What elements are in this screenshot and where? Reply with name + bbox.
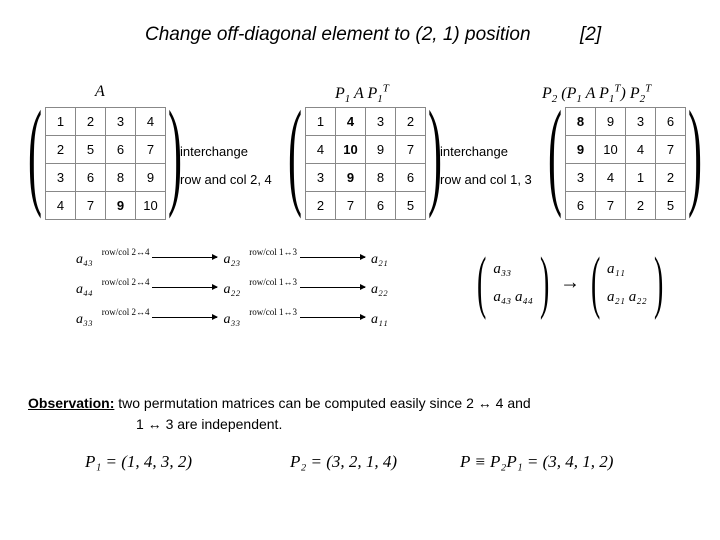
matrix-cell: 4 [626,136,656,164]
matrix-cell: 2 [626,192,656,220]
matrix-cell: 2 [656,164,686,192]
matrix-cell: 3 [46,164,76,192]
matrix-cell: 7 [136,136,166,164]
map-right-left-top: a₃₃ [493,255,533,283]
annot-interchange-2b: row and col 1, 3 [440,172,532,187]
paren-right-c: ) [688,98,702,208]
matrix-cell: 9 [596,108,626,136]
mapping-row: a₄₃row/col 2↔4a₂₃row/col 1↔3a₂₁ [70,245,450,275]
matrix-cell: 6 [106,136,136,164]
label-lambda: A [95,83,105,101]
paren-left-b: ( [288,98,302,208]
mapping-row: a₄₄row/col 2↔4a₂₂row/col 1↔3a₂₂ [70,275,450,305]
matrix-cell: 2 [46,136,76,164]
matrix-cell: 3 [626,108,656,136]
map-right-right-bot: a₂₁ a₂₂ [607,283,647,311]
matrix-a: 12342567368947910 [45,107,166,220]
matrix-cell: 2 [306,192,336,220]
matrix-cell: 6 [656,108,686,136]
annot-interchange-1a: interchange [180,144,248,159]
page-title: Change off-diagonal element to (2, 1) po… [145,24,531,46]
matrix-cell: 8 [366,164,396,192]
perm-p2: P₂ = (3, 2, 1, 4) [290,452,397,472]
matrix-cell: 2 [396,108,426,136]
matrix-cell: 6 [566,192,596,220]
matrix-cell: 9 [336,164,366,192]
matrix-cell: 7 [656,136,686,164]
matrix-cell: 5 [656,192,686,220]
map-right-right-top: a₁₁ [607,255,647,283]
matrix-cell: 5 [396,192,426,220]
matrix-cell: 2 [76,108,106,136]
matrix-cell: 7 [396,136,426,164]
paren-left-c: ( [548,98,562,208]
perm-p3: P ≡ P₂P₁ = (3, 4, 1, 2) [460,452,613,472]
matrix-cell: 4 [596,164,626,192]
mapping-area: a₄₃row/col 2↔4a₂₃row/col 1↔3a₂₁a₄₄row/co… [70,245,450,335]
matrix-cell: 4 [136,108,166,136]
matrix-cell: 3 [106,108,136,136]
matrix-cell: 1 [626,164,656,192]
matrix-cell: 7 [596,192,626,220]
label-p1ap1: P1 A P1T [335,83,389,106]
mapping-right: ( a₃₃ a₄₃ a₄₄ ) → ( a₁₁ a₂₁ a₂₂ ) [470,253,670,313]
matrix-cell: 7 [76,192,106,220]
paren-left-a: ( [28,98,42,208]
annot-interchange-1b: row and col 2, 4 [180,172,272,187]
matrix-cell: 10 [336,136,366,164]
matrix-cell: 6 [396,164,426,192]
matrix-cell: 9 [136,164,166,192]
perm-p1: P₁ = (1, 4, 3, 2) [85,452,192,472]
matrix-cell: 4 [336,108,366,136]
matrix-cell: 3 [366,108,396,136]
matrix-cell: 4 [46,192,76,220]
matrix-cell: 4 [306,136,336,164]
matrix-c: 89369104734126725 [565,107,686,220]
annot-interchange-2a: interchange [440,144,508,159]
observation-line2: 1 ↔ 3 are independent. [136,414,282,435]
matrix-cell: 9 [106,192,136,220]
matrix-cell: 3 [566,164,596,192]
matrix-cell: 1 [306,108,336,136]
mapping-row: a₃₃row/col 2↔4a₃₃row/col 1↔3a₁₁ [70,305,450,335]
matrix-b: 14324109739862765 [305,107,426,220]
map-right-left-bot: a₄₃ a₄₄ [493,283,533,311]
title-reference: [2] [580,24,601,46]
matrix-cell: 8 [566,108,596,136]
matrix-cell: 3 [306,164,336,192]
matrix-cell: 10 [596,136,626,164]
matrix-cell: 8 [106,164,136,192]
matrix-cell: 5 [76,136,106,164]
matrix-cell: 9 [366,136,396,164]
observation-line1: two permutation matrices can be computed… [114,395,530,411]
matrix-cell: 1 [46,108,76,136]
observation: Observation: two permutation matrices ca… [28,393,531,435]
matrix-cell: 9 [566,136,596,164]
matrix-cell: 6 [76,164,106,192]
matrix-cell: 7 [336,192,366,220]
matrix-cell: 10 [136,192,166,220]
matrix-cell: 6 [366,192,396,220]
observation-label: Observation: [28,395,114,411]
